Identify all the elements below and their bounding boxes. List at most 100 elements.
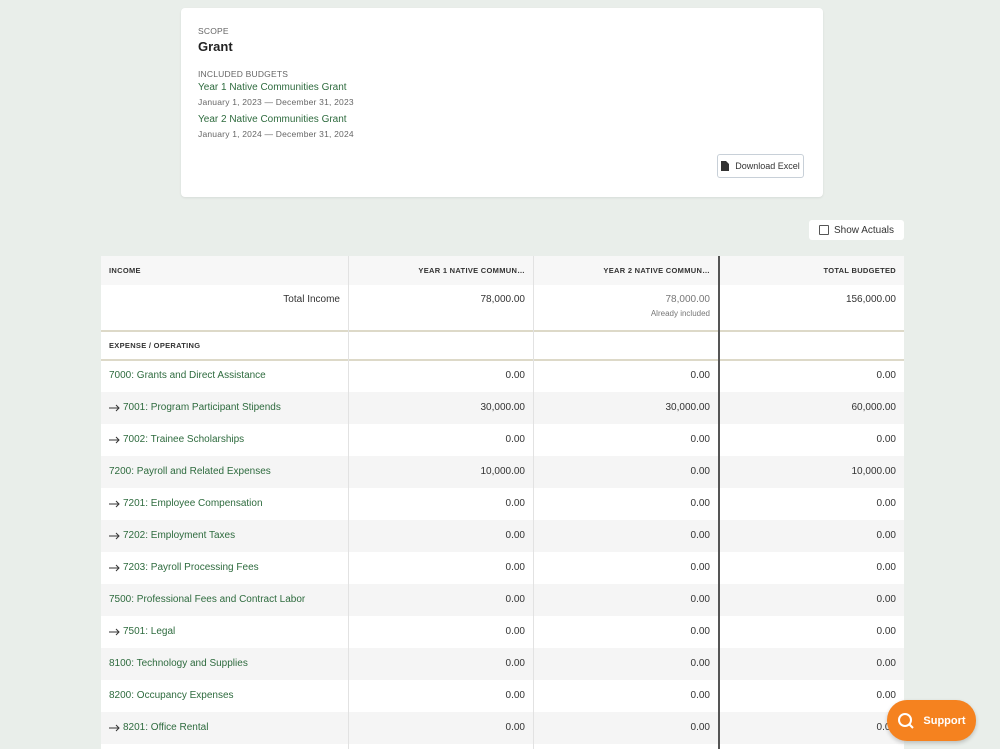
row-label[interactable]: 8200: Occupancy Expenses <box>101 680 348 712</box>
row-value: 0.00 <box>505 658 525 669</box>
row-value: 0.00 <box>690 562 710 573</box>
row-label[interactable]: 7203: Payroll Processing Fees <box>101 552 348 584</box>
row-bg <box>101 392 904 424</box>
download-text: Download Excel <box>735 161 800 171</box>
row-label-text: 7500: Professional Fees and Contract Lab… <box>109 594 306 605</box>
row-value: 0.00 <box>690 658 710 669</box>
row-label-text: 8100: Technology and Supplies <box>109 658 248 669</box>
row-value: 0.00 <box>876 498 896 509</box>
column-line <box>348 256 349 749</box>
row-value: 0.00 <box>690 530 710 541</box>
child-arrow <box>109 404 120 412</box>
row-label-text: 7501: Legal <box>123 626 176 637</box>
scope-value: Grant <box>198 39 233 54</box>
row-value: 30,000.00 <box>480 402 526 413</box>
row-label[interactable]: 7500: Professional Fees and Contract Lab… <box>101 584 348 616</box>
row-bg <box>101 520 904 552</box>
row-label[interactable]: 7200: Payroll and Related Expenses <box>101 456 348 488</box>
column-header: TOTAL BUDGETED <box>823 266 896 275</box>
support-text: Support <box>923 714 966 727</box>
row-value: 10,000.00 <box>480 466 526 477</box>
row-label[interactable]: 7201: Employee Compensation <box>101 488 348 520</box>
download-button[interactable]: Download Excel <box>717 154 804 178</box>
row-value: 0.00 <box>690 626 710 637</box>
row-label[interactable]: 7000: Grants and Direct Assistance <box>101 360 348 392</box>
income-value: 78,000.00 <box>480 294 526 305</box>
row-value: 0.00 <box>505 594 525 605</box>
child-arrow <box>109 436 120 444</box>
child-arrow <box>109 532 120 540</box>
row-value: 0.00 <box>505 370 525 381</box>
row-value: 60,000.00 <box>851 402 897 413</box>
checkbox[interactable] <box>818 225 829 235</box>
budget-table: INCOME YEAR 1 NATIVE COMMUN… YEAR 2 NATIVE… <box>101 256 904 749</box>
row-value: 0.00 <box>690 466 710 477</box>
row-value: 0.00 <box>505 434 525 445</box>
budgets-label: INCLUDED BUDGETS <box>198 69 289 79</box>
section-label: EXPENSE / OPERATING <box>109 341 201 350</box>
row-label-text: 7200: Payroll and Related Expenses <box>109 466 271 477</box>
row-value: 0.00 <box>690 434 710 445</box>
row-label-text: 7001: Program Participant Stipends <box>123 402 281 413</box>
income-value: 78,000.00 <box>665 294 711 305</box>
column-header: YEAR 1 NATIVE COMMUN… <box>418 266 525 275</box>
row-value: 10,000.00 <box>851 466 897 477</box>
divider <box>101 330 904 332</box>
row-value: 0.00 <box>876 690 896 701</box>
row-label[interactable]: 7501: Legal <box>101 616 348 648</box>
row-value: 0.00 <box>876 370 896 381</box>
income-note: Already included <box>650 309 710 318</box>
row-label-text: 7203: Payroll Processing Fees <box>123 562 259 573</box>
income-value: 156,000.00 <box>845 294 896 305</box>
income-label: Total Income <box>283 294 340 305</box>
row-bg <box>101 584 904 616</box>
budget-link[interactable]: Year 2 Native Communities Grant <box>198 114 347 125</box>
row-label-text: 7000: Grants and Direct Assistance <box>109 370 266 381</box>
row-value: 0.00 <box>505 498 525 509</box>
row-label-text: 8201: Office Rental <box>123 722 209 733</box>
column-header: YEAR 2 NATIVE COMMUN… <box>603 266 710 275</box>
row-label[interactable]: 8100: Technology and Supplies <box>101 648 348 680</box>
child-arrow <box>109 724 120 732</box>
row-label[interactable]: 7002: Trainee Scholarships <box>101 424 348 456</box>
scope-card: SCOPE Grant INCLUDED BUDGETS Year 1 Nati… <box>181 8 823 197</box>
table-header-bg <box>101 256 904 285</box>
child-arrow <box>109 564 120 572</box>
row-label[interactable]: 7202: Employment Taxes <box>101 520 348 552</box>
row-value: 0.00 <box>876 562 896 573</box>
row-value: 0.00 <box>876 658 896 669</box>
budget-dates: January 1, 2024 — December 31, 2024 <box>198 129 354 139</box>
search-icon <box>898 712 915 729</box>
show-actuals-text: Show Actuals <box>833 224 895 236</box>
row-bg <box>101 456 904 488</box>
child-arrow <box>109 500 120 508</box>
row-value: 0.00 <box>876 626 896 637</box>
row-value: 0.00 <box>876 530 896 541</box>
row-value: 0.00 <box>505 722 525 733</box>
row-label-text: 7002: Trainee Scholarships <box>123 434 245 445</box>
row-value: 0.00 <box>690 498 710 509</box>
support-button[interactable]: Support <box>887 700 976 741</box>
show-actuals[interactable]: Show Actuals <box>809 220 904 240</box>
row-value: 0.00 <box>690 370 710 381</box>
budget-link[interactable]: Year 1 Native Communities Grant <box>198 82 347 93</box>
column-header: INCOME <box>109 266 141 275</box>
row-label-text: 7202: Employment Taxes <box>123 530 236 541</box>
row-value: 30,000.00 <box>665 402 711 413</box>
row-label-text: 7201: Employee Compensation <box>123 498 263 509</box>
row-value: 0.00 <box>505 626 525 637</box>
row-label[interactable]: 8201: Office Rental <box>101 712 348 744</box>
row-value: 0.00 <box>505 690 525 701</box>
row-bg <box>101 648 904 680</box>
row-value: 0.00 <box>505 530 525 541</box>
budget-dates: January 1, 2023 — December 31, 2023 <box>198 97 354 107</box>
scope-label: SCOPE <box>198 26 229 36</box>
column-line <box>533 256 534 749</box>
row-value: 0.00 <box>876 594 896 605</box>
row-bg <box>101 712 904 744</box>
row-value: 0.00 <box>690 690 710 701</box>
file-icon <box>721 161 730 171</box>
row-value: 0.00 <box>505 562 525 573</box>
row-label[interactable]: 7001: Program Participant Stipends <box>101 392 348 424</box>
